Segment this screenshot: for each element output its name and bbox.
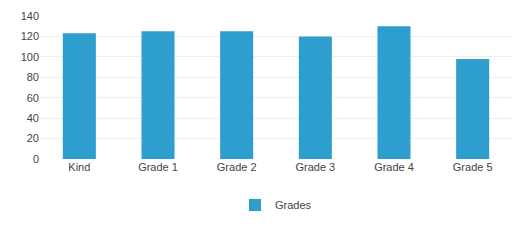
svg-text:Grade 4: Grade 4 bbox=[374, 161, 414, 173]
svg-text:Grades: Grades bbox=[275, 199, 312, 211]
svg-text:60: 60 bbox=[27, 92, 39, 104]
svg-text:120: 120 bbox=[21, 30, 39, 42]
svg-text:Kind: Kind bbox=[68, 161, 90, 173]
svg-text:Grade 1: Grade 1 bbox=[138, 161, 178, 173]
svg-text:100: 100 bbox=[21, 51, 39, 63]
svg-text:Grade 3: Grade 3 bbox=[295, 161, 335, 173]
svg-text:0: 0 bbox=[33, 153, 39, 165]
svg-text:140: 140 bbox=[21, 10, 39, 22]
svg-text:20: 20 bbox=[27, 132, 39, 144]
svg-text:80: 80 bbox=[27, 71, 39, 83]
svg-text:Grade 5: Grade 5 bbox=[453, 161, 493, 173]
svg-text:Grade 2: Grade 2 bbox=[217, 161, 257, 173]
svg-text:40: 40 bbox=[27, 112, 39, 124]
